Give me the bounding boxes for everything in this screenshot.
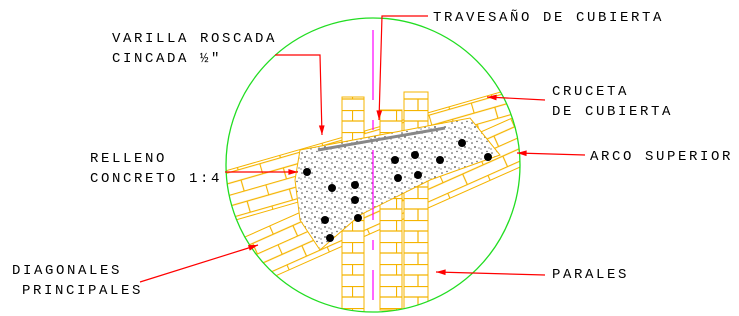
label-text: DE CUBIERTA <box>552 104 673 120</box>
label-text: TRAVESAÑO DE CUBIERTA <box>433 9 664 26</box>
label-text: CONCRETO 1:4 <box>90 171 222 187</box>
label-text: CRUCETA <box>552 84 629 100</box>
label-text: VARILLA ROSCADA <box>112 31 277 47</box>
label-text: CINCADA ½" <box>112 51 222 67</box>
diagram: TRAVESAÑO DE CUBIERTA VARILLA ROSCADA CINC… <box>0 0 739 316</box>
label-text: PRINCIPALES <box>22 283 143 299</box>
label-text: PARALES <box>552 267 629 283</box>
label-text: RELLENO <box>90 151 167 167</box>
label-text: DIAGONALES <box>12 263 122 279</box>
label-text: ARCO SUPERIOR <box>590 149 733 165</box>
